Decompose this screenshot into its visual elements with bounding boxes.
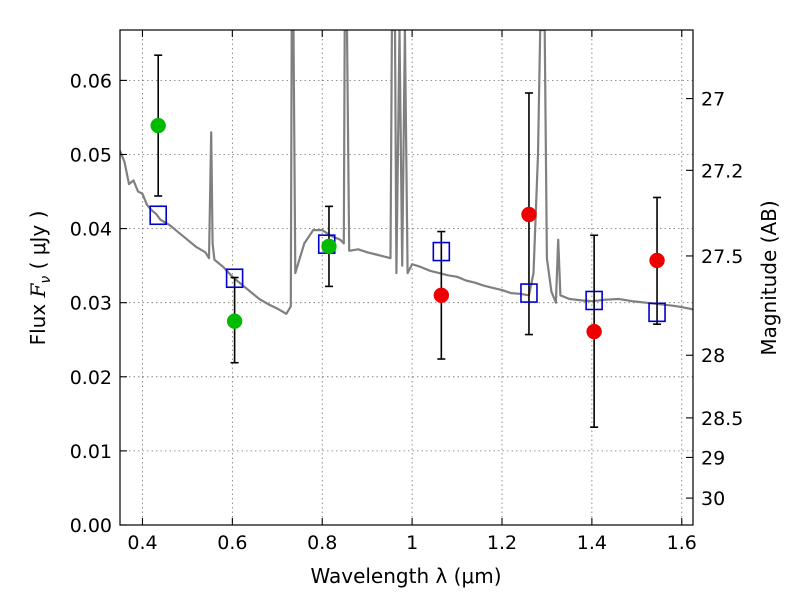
spectrum-layer: [120, 30, 693, 315]
data-circle-marker: [586, 323, 602, 340]
y-axis-label-pre: Flux: [26, 297, 50, 345]
data-circle-marker: [433, 287, 450, 304]
y-axis-label-post: ( μJy ): [26, 211, 50, 276]
y-tick-label: 0.06: [70, 70, 112, 92]
data-circle-marker: [226, 313, 243, 329]
data-circle-marker: [321, 238, 337, 255]
x-axis-label: Wavelength λ (μm): [310, 564, 501, 588]
y-tick-label: 0.01: [70, 441, 112, 463]
x-tick-label: 1.2: [487, 532, 517, 554]
mag-tick-label: 27.2: [701, 160, 743, 182]
y-tick-label: 0.05: [70, 144, 112, 166]
mag-tick-label: 27: [701, 89, 725, 111]
plot-frame: [119, 29, 694, 526]
model-square-marker: [585, 290, 603, 311]
mag-tick-label: 28: [701, 345, 725, 367]
tick-layer: 0.4 0.6 0.8 1 1.2 1.4 1.6 0.00 0.01 0.02 0.03 0.04 0…: [70, 30, 743, 554]
data-circle-marker: [521, 206, 537, 223]
y-axis-label: Flux Fν ( μJy ): [26, 211, 54, 346]
y-tick-label: 0.00: [70, 515, 112, 537]
x-tick-label: 1.4: [577, 532, 607, 554]
x-tick-label: 0.6: [217, 532, 247, 554]
x-tick-label: 0.4: [127, 532, 157, 554]
data-circle-marker: [649, 252, 665, 269]
x-tick-label: 0.8: [307, 532, 337, 554]
y2-axis-label: Magnitude (AB): [757, 200, 781, 355]
x-tick-label: 1.6: [667, 532, 697, 554]
model-square-marker: [432, 241, 451, 262]
y-axis-label-subscript: ν: [38, 276, 54, 284]
mag-tick-label: 27.5: [701, 246, 743, 268]
y-tick-label: 0.04: [70, 219, 112, 241]
model-square-marker: [225, 268, 244, 289]
model-square-marker: [149, 205, 167, 226]
model-square-marker: [648, 302, 666, 323]
x-tick-label: 1: [406, 532, 418, 554]
data-circle-marker: [150, 117, 166, 134]
mag-tick-label: 29: [701, 447, 725, 469]
y-tick-label: 0.03: [70, 293, 112, 315]
marker-layer: [149, 117, 666, 340]
model-spectrum-line: [120, 30, 693, 315]
model-square-marker: [520, 283, 538, 303]
mag-tick-label: 30: [701, 488, 725, 510]
y-axis-label-symbol: F: [26, 282, 50, 298]
y-tick-label: 0.02: [70, 367, 112, 389]
mag-tick-label: 28.5: [701, 408, 743, 430]
